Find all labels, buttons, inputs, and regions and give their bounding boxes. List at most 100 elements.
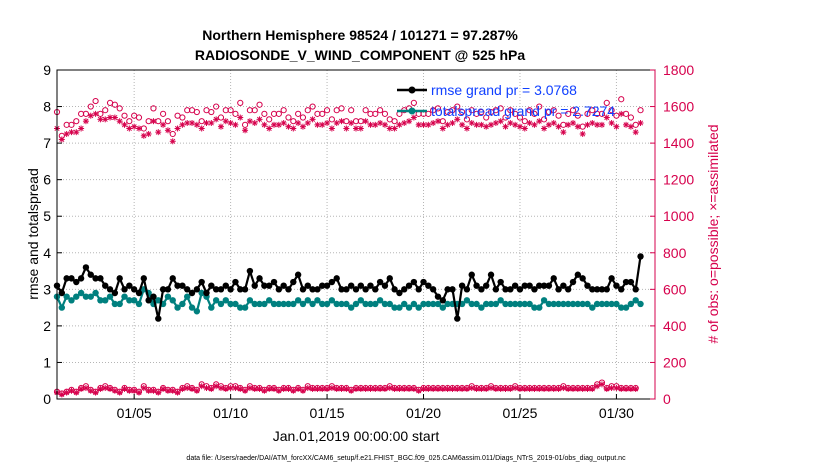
obs-possible-point xyxy=(531,110,538,117)
obs-assimilated-point xyxy=(502,123,509,130)
y-right-tick-label: 1800 xyxy=(663,62,694,78)
obs-possible-point xyxy=(227,107,234,114)
obs-assimilated-point xyxy=(140,132,147,139)
rmse-point xyxy=(574,271,582,278)
obs-assimilated-point xyxy=(618,110,625,117)
x-tick-label: 01/15 xyxy=(310,405,345,421)
totalspread-point xyxy=(212,297,220,304)
totalspread-point xyxy=(478,304,485,311)
obs-assimilated-point xyxy=(140,385,147,392)
rmse-point xyxy=(323,282,331,289)
rmse-point xyxy=(420,278,427,286)
obs-assimilated-point xyxy=(598,381,605,388)
obs-assimilated-point xyxy=(526,120,533,127)
rmse-point xyxy=(468,271,475,278)
totalspread-point xyxy=(275,300,283,308)
rmse-point xyxy=(280,282,287,289)
obs-assimilated-point xyxy=(222,118,229,125)
totalspread-point xyxy=(564,300,572,308)
obs-assimilated-point xyxy=(521,125,528,132)
obs-assimilated-point xyxy=(632,129,639,136)
obs-assimilated-point xyxy=(82,385,89,392)
obs-assimilated-point xyxy=(463,385,470,392)
obs-possible-point xyxy=(169,130,176,138)
obs-assimilated-point xyxy=(174,389,181,396)
obs-assimilated-point xyxy=(483,385,490,392)
obs-assimilated-point xyxy=(193,387,200,394)
obs-assimilated-point xyxy=(324,120,331,127)
obs-assimilated-point xyxy=(68,387,75,394)
y-right-tick-label: 200 xyxy=(663,354,687,370)
totalspread-point xyxy=(507,300,514,308)
obs-assimilated-point xyxy=(102,385,109,392)
rmse-point xyxy=(116,275,123,282)
obs-assimilated-point xyxy=(213,383,220,390)
obs-possible-point xyxy=(266,116,273,123)
rmse-point xyxy=(97,275,104,282)
rmse-point xyxy=(550,275,557,282)
totalspread-point xyxy=(618,304,625,311)
obs-assimilated-point xyxy=(603,385,610,392)
obs-assimilated-point xyxy=(155,129,162,136)
obs-possible-point xyxy=(150,105,157,112)
obs-assimilated-point xyxy=(536,118,543,125)
totalspread-point xyxy=(357,297,365,304)
obs-assimilated-point xyxy=(512,385,519,392)
obs-possible-point xyxy=(362,107,369,114)
plot-area xyxy=(53,96,644,398)
obs-assimilated-point xyxy=(381,121,388,128)
totalspread-point xyxy=(77,289,85,297)
obs-assimilated-point xyxy=(603,114,610,121)
obs-possible-point xyxy=(102,107,109,114)
rmse-point xyxy=(212,286,220,293)
obs-assimilated-point xyxy=(58,391,65,398)
totalspread-point xyxy=(401,300,408,308)
obs-possible-point xyxy=(598,110,606,117)
totalspread-point xyxy=(584,300,591,308)
obs-possible-point xyxy=(135,114,143,121)
obs-assimilated-point xyxy=(232,121,239,128)
obs-assimilated-point xyxy=(160,121,167,128)
obs-possible-point xyxy=(92,97,99,105)
totalspread-point xyxy=(497,297,504,304)
obs-assimilated-point xyxy=(516,123,523,130)
rmse-point xyxy=(478,286,485,293)
rmse-point xyxy=(73,278,80,286)
obs-assimilated-point xyxy=(410,385,417,392)
obs-possible-point xyxy=(208,108,215,116)
rmse-point xyxy=(569,278,577,286)
obs-assimilated-point xyxy=(488,121,495,128)
footer-data-file: data file: /Users/raeder/DAI/ATM_forcXX/… xyxy=(186,455,626,462)
obs-assimilated-point xyxy=(512,121,519,128)
obs-possible-point xyxy=(328,116,335,123)
rmse-point xyxy=(589,286,596,293)
obs-assimilated-point xyxy=(126,125,133,132)
obs-assimilated-point xyxy=(598,121,605,128)
totalspread-point xyxy=(396,304,403,311)
x-tick-label: 01/10 xyxy=(213,405,248,421)
totalspread-point xyxy=(323,300,331,308)
obs-assimilated-point xyxy=(232,385,239,392)
obs-assimilated-point xyxy=(227,120,234,127)
obs-assimilated-point xyxy=(217,385,224,392)
y-axis-label: rmse and totalspread xyxy=(25,168,41,300)
obs-possible-point xyxy=(468,107,475,114)
obs-assimilated-point xyxy=(589,120,596,127)
obs-assimilated-point xyxy=(449,120,456,127)
obs-possible-point xyxy=(348,107,355,114)
totalspread-point xyxy=(521,300,528,308)
y-right-tick-label: 400 xyxy=(663,318,687,334)
obs-assimilated-point xyxy=(386,385,393,392)
obs-possible-point xyxy=(569,107,577,114)
rmse-point xyxy=(164,286,172,293)
obs-assimilated-point xyxy=(102,116,109,123)
totalspread-point xyxy=(555,300,562,308)
obs-assimilated-point xyxy=(401,120,408,127)
obs-assimilated-point xyxy=(116,389,123,396)
obs-assimilated-point xyxy=(324,385,331,392)
obs-assimilated-point xyxy=(357,125,364,132)
totalspread-point xyxy=(246,297,254,304)
obs-assimilated-point xyxy=(193,121,200,128)
totalspread-point xyxy=(632,297,639,304)
